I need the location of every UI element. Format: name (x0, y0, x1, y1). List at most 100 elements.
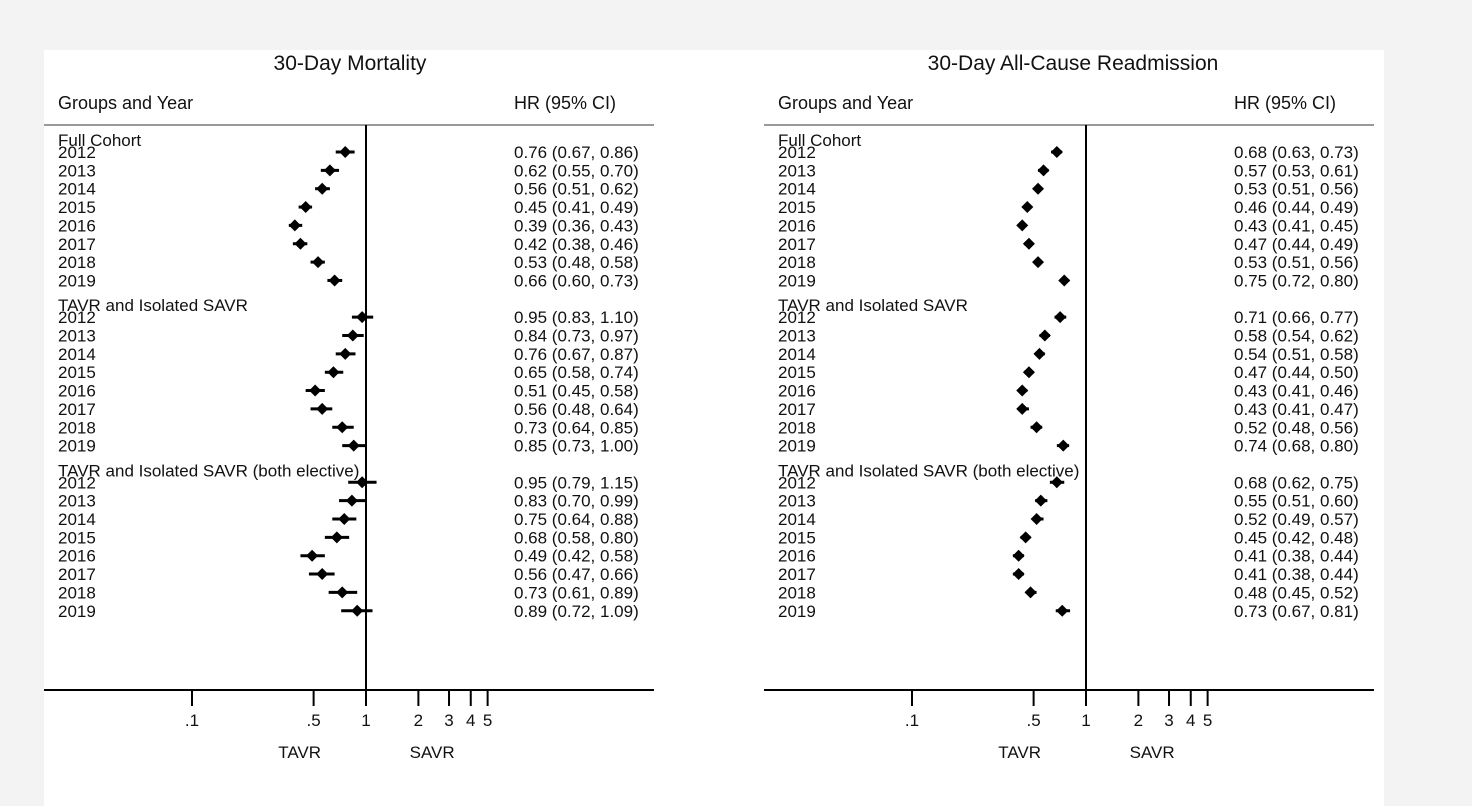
hr-point-marker (1016, 384, 1029, 397)
row-year-label: 2012 (778, 143, 816, 162)
row-hr-ci-text: 0.71 (0.66, 0.77) (1234, 308, 1359, 327)
chart-title: 30-Day Mortality (274, 52, 427, 75)
row-hr-ci-text: 0.45 (0.42, 0.48) (1234, 528, 1359, 547)
hr-point-marker (1012, 568, 1025, 581)
row-hr-ci-text: 0.66 (0.60, 0.73) (514, 271, 639, 290)
column-header-groups: Groups and Year (778, 93, 913, 113)
row-hr-ci-text: 0.48 (0.45, 0.52) (1234, 583, 1359, 602)
row-year-label: 2016 (58, 216, 96, 235)
hr-point-marker (1022, 366, 1035, 379)
group-label: TAVR and Isolated SAVR (58, 296, 248, 315)
x-axis-tick-label: .5 (1027, 711, 1041, 730)
row-year-label: 2018 (58, 418, 96, 437)
row-year-label: 2012 (58, 473, 96, 492)
hr-point-marker (316, 568, 329, 581)
hr-point-marker (299, 201, 312, 214)
row-year-label: 2016 (58, 547, 96, 566)
row-hr-ci-text: 0.43 (0.41, 0.46) (1234, 382, 1359, 401)
hr-point-marker (339, 146, 352, 158)
row-hr-ci-text: 0.74 (0.68, 0.80) (1234, 437, 1359, 456)
row-hr-ci-text: 0.85 (0.73, 1.00) (514, 437, 639, 456)
x-axis-tick-label: .1 (185, 711, 199, 730)
group-label: Full Cohort (778, 131, 861, 150)
row-hr-ci-text: 0.41 (0.38, 0.44) (1234, 547, 1359, 566)
hr-point-marker (1030, 513, 1043, 525)
hr-point-marker (1024, 586, 1037, 599)
row-year-label: 2013 (58, 492, 96, 511)
hr-point-marker (1021, 201, 1034, 214)
hr-point-marker (306, 549, 319, 562)
row-hr-ci-text: 0.76 (0.67, 0.86) (514, 143, 639, 162)
row-year-label: 2016 (778, 547, 816, 566)
hr-point-marker (288, 219, 301, 232)
hr-point-marker (327, 366, 340, 379)
column-header-groups: Groups and Year (58, 93, 193, 113)
row-year-label: 2018 (58, 583, 96, 602)
x-axis-tick-label: .1 (905, 711, 919, 730)
row-hr-ci-text: 0.54 (0.51, 0.58) (1234, 345, 1359, 364)
x-axis-tick-label: 2 (414, 711, 423, 730)
row-hr-ci-text: 0.62 (0.55, 0.70) (514, 161, 639, 180)
row-year-label: 2015 (778, 363, 816, 382)
group-label: TAVR and Isolated SAVR (both elective) (58, 461, 359, 480)
x-axis-tick-label: 4 (466, 711, 475, 730)
row-hr-ci-text: 0.53 (0.48, 0.58) (514, 253, 639, 272)
row-year-label: 2016 (58, 382, 96, 401)
row-hr-ci-text: 0.43 (0.41, 0.47) (1234, 400, 1359, 419)
row-year-label: 2019 (58, 602, 96, 621)
row-hr-ci-text: 0.45 (0.41, 0.49) (514, 198, 639, 217)
row-year-label: 2017 (778, 235, 816, 254)
row-hr-ci-text: 0.56 (0.51, 0.62) (514, 180, 639, 199)
hr-point-marker (309, 384, 322, 397)
hr-point-marker (351, 604, 364, 617)
row-year-label: 2017 (778, 565, 816, 584)
hr-point-marker (1056, 604, 1069, 617)
hr-point-marker (1032, 256, 1045, 269)
row-hr-ci-text: 0.57 (0.53, 0.61) (1234, 161, 1359, 180)
group-label: Full Cohort (58, 131, 141, 150)
hr-point-marker (328, 274, 341, 287)
hr-point-marker (346, 329, 359, 342)
row-year-label: 2019 (778, 437, 816, 456)
row-hr-ci-text: 0.41 (0.38, 0.44) (1234, 565, 1359, 584)
hr-point-marker (1012, 549, 1025, 562)
hr-point-marker (1016, 219, 1029, 232)
hr-point-marker (330, 531, 343, 544)
row-hr-ci-text: 0.56 (0.48, 0.64) (514, 400, 639, 419)
row-year-label: 2013 (778, 327, 816, 346)
hr-point-marker (336, 586, 349, 599)
row-year-label: 2014 (58, 180, 96, 199)
row-year-label: 2017 (58, 400, 96, 419)
hr-point-marker (339, 347, 352, 360)
row-year-label: 2018 (778, 418, 816, 437)
row-year-label: 2015 (58, 363, 96, 382)
hr-point-marker (1037, 164, 1050, 177)
row-hr-ci-text: 0.53 (0.51, 0.56) (1234, 253, 1359, 272)
row-hr-ci-text: 0.47 (0.44, 0.49) (1234, 235, 1359, 254)
row-hr-ci-text: 0.73 (0.64, 0.85) (514, 418, 639, 437)
hr-point-marker (1034, 494, 1047, 507)
row-hr-ci-text: 0.53 (0.51, 0.56) (1234, 180, 1359, 199)
row-year-label: 2017 (58, 565, 96, 584)
row-year-label: 2013 (58, 327, 96, 346)
hr-point-marker (316, 182, 329, 195)
row-year-label: 2014 (778, 345, 816, 364)
figure-canvas: 30-Day Mortality Groups and Year HR (95% C… (44, 50, 1384, 806)
row-hr-ci-text: 0.52 (0.49, 0.57) (1234, 510, 1359, 529)
row-year-label: 2018 (778, 253, 816, 272)
x-axis-tick-label: .5 (307, 711, 321, 730)
row-year-label: 2014 (58, 510, 96, 529)
hr-point-marker (1030, 421, 1043, 434)
row-hr-ci-text: 0.42 (0.38, 0.46) (514, 235, 639, 254)
hr-point-marker (356, 476, 369, 489)
hr-point-marker (1050, 476, 1063, 489)
row-year-label: 2015 (778, 528, 816, 547)
row-year-label: 2019 (58, 271, 96, 290)
chart-title: 30-Day All-Cause Readmission (928, 52, 1219, 75)
row-hr-ci-text: 0.68 (0.63, 0.73) (1234, 143, 1359, 162)
row-hr-ci-text: 0.83 (0.70, 0.99) (514, 492, 639, 511)
row-hr-ci-text: 0.73 (0.61, 0.89) (514, 583, 639, 602)
row-year-label: 2019 (778, 271, 816, 290)
row-year-label: 2018 (58, 253, 96, 272)
hr-point-marker (1022, 237, 1035, 250)
